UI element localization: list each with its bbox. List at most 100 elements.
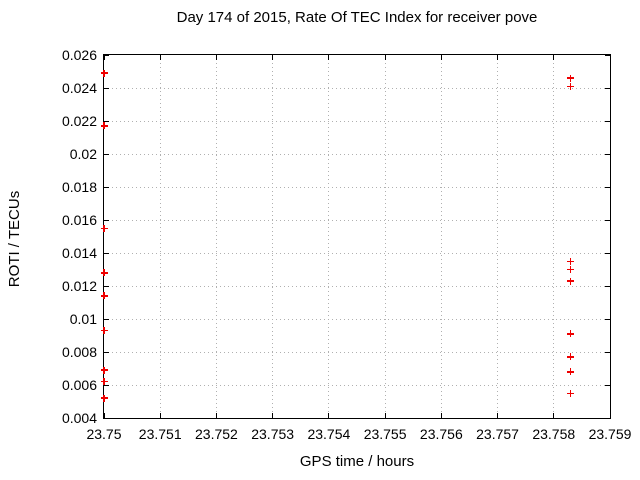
y-axis-tick-right (605, 285, 610, 287)
y-axis-tick-left (104, 318, 109, 320)
data-point-marker (567, 257, 575, 265)
y-tick-label: 0.02 (69, 146, 97, 162)
y-axis-tick-right (605, 186, 610, 188)
x-axis-tick-top (384, 55, 386, 60)
y-axis-tick-left (104, 252, 109, 254)
plot-area (100, 54, 611, 419)
y-axis-tick-right (605, 351, 610, 353)
gridline-vertical (440, 55, 442, 418)
x-axis-tick-top (159, 55, 161, 60)
data-point-marker (100, 327, 108, 335)
gridline-horizontal (104, 318, 610, 320)
y-tick-label: 0.016 (61, 212, 97, 228)
gridline-horizontal (104, 120, 610, 122)
x-tick-label: 23.755 (363, 426, 407, 442)
x-axis-tick-bottom (440, 413, 442, 418)
data-point-marker (100, 69, 108, 77)
x-tick-label: 23.75 (86, 426, 122, 442)
data-point-marker (100, 292, 108, 300)
y-axis-tick-left (104, 87, 109, 89)
x-axis-tick-bottom (384, 413, 386, 418)
y-axis-tick-right (605, 252, 610, 254)
y-axis-tick-left (104, 285, 109, 287)
gridline-vertical (328, 55, 330, 418)
x-axis-tick-bottom (159, 413, 161, 418)
y-tick-label: 0.006 (61, 377, 97, 393)
x-tick-label: 23.757 (476, 426, 519, 442)
data-point-marker (567, 389, 575, 397)
gridline-horizontal (104, 219, 610, 221)
data-point-marker (100, 378, 108, 386)
x-axis-tick-bottom (272, 413, 274, 418)
data-point-marker (100, 122, 108, 130)
y-axis-tick-right (605, 153, 610, 155)
x-axis-tick-top (272, 55, 274, 60)
x-tick-label: 23.751 (138, 426, 182, 442)
y-axis-tick-left (104, 153, 109, 155)
gridline-horizontal (104, 384, 610, 386)
x-axis-tick-bottom (497, 413, 499, 418)
y-axis-tick-left (104, 120, 109, 122)
y-axis-tick-right (605, 384, 610, 386)
gridline-vertical (215, 55, 217, 418)
y-axis-tick-right (605, 54, 610, 56)
x-axis-tick-top (328, 55, 330, 60)
data-point-marker (100, 366, 108, 374)
y-axis-tick-right (605, 219, 610, 221)
x-axis-tick-bottom (215, 413, 217, 418)
data-point-marker (100, 224, 108, 232)
y-tick-label: 0.022 (61, 113, 97, 129)
x-tick-label: 23.753 (251, 426, 295, 442)
x-tick-label: 23.756 (419, 426, 463, 442)
data-point-marker (567, 277, 575, 285)
gridline-vertical (384, 55, 386, 418)
y-axis-tick-left (104, 54, 109, 56)
x-axis-tick-top (609, 55, 611, 60)
x-axis-tick-top (103, 55, 105, 60)
gridline-horizontal (104, 87, 610, 89)
gridline-vertical (159, 55, 161, 418)
gridline-vertical (553, 55, 555, 418)
data-point-marker (100, 394, 108, 402)
y-tick-label: 0.026 (61, 47, 97, 63)
gridline-vertical (272, 55, 274, 418)
y-axis-tick-left (104, 351, 109, 353)
x-axis-tick-top (497, 55, 499, 60)
gridline-horizontal (104, 186, 610, 188)
y-tick-label: 0.018 (61, 179, 97, 195)
x-tick-label: 23.758 (532, 426, 576, 442)
gridline-horizontal (104, 252, 610, 254)
x-axis-tick-bottom (609, 413, 611, 418)
y-tick-label: 0.024 (61, 80, 97, 96)
data-point-marker (567, 266, 575, 273)
y-axis-tick-left (104, 219, 109, 221)
data-point-marker (567, 74, 575, 82)
x-axis-tick-top (440, 55, 442, 60)
y-axis-tick-right (605, 87, 610, 89)
gridline-horizontal (104, 351, 610, 353)
data-point-marker (567, 82, 575, 90)
y-axis-tick-left (104, 186, 109, 188)
gridline-horizontal (104, 153, 610, 155)
x-tick-label: 23.752 (195, 426, 238, 442)
x-axis-tick-top (215, 55, 217, 60)
x-axis-tick-bottom (103, 413, 105, 418)
x-axis-tick-bottom (553, 413, 555, 418)
y-tick-label: 0.012 (61, 278, 97, 294)
y-axis-tick-left (104, 417, 109, 419)
y-tick-label: 0.014 (61, 245, 97, 261)
y-axis-tick-left (104, 384, 109, 386)
data-point-marker (567, 368, 575, 376)
x-axis-tick-bottom (328, 413, 330, 418)
x-axis-label: GPS time / hours (299, 453, 415, 470)
y-tick-label: 0.004 (61, 410, 97, 426)
x-axis-tick-top (553, 55, 555, 60)
chart-title: Day 174 of 2015, Rate Of TEC Index for r… (176, 9, 538, 26)
data-point-marker (567, 353, 575, 361)
data-point-marker (567, 330, 575, 338)
y-tick-label: 0.01 (69, 311, 97, 327)
gridline-horizontal (104, 285, 610, 287)
y-axis-tick-right (605, 318, 610, 320)
data-point-marker (100, 269, 108, 277)
